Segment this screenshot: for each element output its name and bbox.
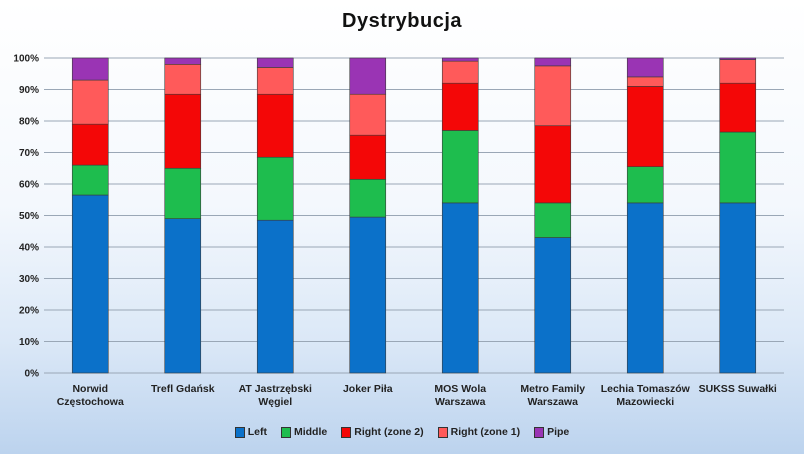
bar-segment [71,79,109,125]
bar-segment [71,57,109,81]
bar-segment [349,57,387,95]
bar-segment [441,130,479,204]
x-category-label: Lechia Tomaszów Mazowiecki [601,383,691,408]
x-category-label-line: Norwid [72,383,108,395]
x-category-label-line: MOS Wola [434,383,486,395]
bar-segment [164,93,202,169]
bar-segment [719,202,757,374]
bar-segment [534,57,572,67]
x-category-label-line: Warszawa [528,396,579,408]
legend-swatch [280,426,291,438]
bar-segment [256,93,294,158]
bar-segment [534,237,572,374]
y-tick-label: 80% [19,117,39,128]
bar-segment [71,164,109,196]
legend-swatch [534,426,545,438]
x-category-label: Joker Piła [343,383,393,395]
bar-segment [256,219,294,374]
bar-segment [349,93,387,136]
bar-segment [164,167,202,219]
chart-title: Dystrybucja [342,10,462,32]
bar-segment [164,218,202,374]
y-tick-label: 40% [19,243,39,254]
x-category-label-line: Częstochowa [57,396,124,408]
bar-segment [719,59,757,84]
bar-segment [349,134,387,180]
bar-segment [626,57,664,78]
x-category-label: SUKSS Suwałki [699,383,777,395]
x-category-label-line: AT Jastrzębski [239,383,312,395]
bar-segment [534,202,572,238]
x-category-label-line: Lechia Tomaszów [601,383,691,395]
x-category-label-line: Mazowiecki [616,396,674,408]
bar-segment [534,65,572,127]
x-category-label-line: Węgiel [258,396,292,408]
bar-segment [534,125,572,204]
legend-item: Right (zone 2) [341,426,424,438]
bar-segment [626,166,664,204]
bar-segment [626,86,664,167]
bar-segment [441,57,479,62]
y-tick-label: 0% [25,369,40,380]
bar-segment [719,82,757,133]
y-tick-label: 60% [19,180,39,191]
y-tick-label: 70% [19,148,39,159]
bar-segment [441,82,479,131]
bar-segment [349,178,387,218]
legend-swatch [437,426,448,438]
bar-segment [441,60,479,84]
legend-item: Left [234,426,267,438]
bar-segment [719,57,757,60]
bar-segment [441,202,479,374]
x-category-label-line: Trefl Gdańsk [151,383,215,395]
bar-segment [256,57,294,68]
x-category-label: Norwid Częstochowa [57,383,124,408]
x-category-label: Metro Family Warszawa [520,383,585,408]
y-tick-label: 20% [19,306,39,317]
bar-segment [256,156,294,221]
x-category-label: Trefl Gdańsk [151,383,215,395]
y-tick-label: 50% [19,211,39,222]
y-tick-label: 90% [19,85,39,96]
bar-segment [256,67,294,95]
chart-legend: Left Middle Right (zone 2) Right (zone 1) Pi… [0,426,804,438]
x-category-label-line: SUKSS Suwałki [699,383,777,395]
legend-swatch [234,426,245,438]
legend-swatch [341,426,352,438]
bar-segment [164,64,202,95]
bar-segment [719,131,757,204]
x-category-label-line: Metro Family [520,383,585,395]
legend-label: Right (zone 1) [450,426,521,438]
x-category-label: MOS Wola Warszawa [434,383,486,408]
legend-item: Middle [280,426,328,438]
legend-item: Pipe [534,426,569,438]
legend-item: Right (zone 1) [437,426,521,438]
bar-segment [349,216,387,374]
legend-label: Right (zone 2) [354,426,424,438]
x-category-label-line: Joker Piła [343,383,393,395]
bar-segment [626,76,664,87]
y-tick-label: 100% [13,54,39,65]
bar-segment [626,202,664,374]
x-category-label-line: Warszawa [435,396,486,408]
bar-segment [71,194,109,374]
y-tick-label: 30% [19,274,39,285]
x-category-label: AT Jastrzębski Węgiel [239,383,312,408]
legend-label: Left [247,426,267,438]
legend-label: Middle [293,426,328,438]
bar-segment [164,57,202,65]
y-tick-label: 10% [19,337,39,348]
legend-label: Pipe [547,426,570,438]
bar-segment [71,123,109,166]
